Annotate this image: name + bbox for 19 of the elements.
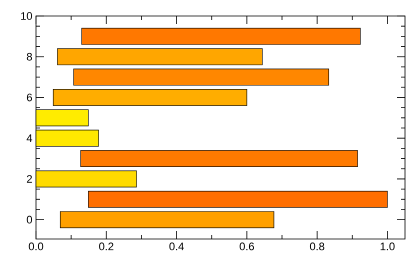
y-tick-label: 6: [26, 94, 32, 102]
y-tick-label: 10: [21, 12, 32, 20]
y-tick-label: 8: [26, 52, 32, 61]
y-tick-label: 2: [26, 175, 32, 183]
y-tick-label: 0: [26, 216, 32, 224]
bar: [88, 190, 388, 208]
x-tick-label: 0.0: [28, 242, 44, 250]
y-tick-label: 4: [26, 134, 32, 142]
bar: [73, 68, 330, 86]
x-tick-label: 0.4: [169, 242, 184, 250]
bar: [60, 211, 274, 228]
bar: [80, 150, 358, 168]
x-tick-label: 0.2: [99, 242, 114, 250]
bar: [81, 28, 361, 45]
x-tick-label: 1.0: [380, 242, 395, 250]
bar: [52, 89, 248, 106]
x-tick-label: 0.6: [240, 242, 254, 250]
bar: [57, 48, 263, 66]
x-tick-label: 0.8: [310, 242, 324, 250]
